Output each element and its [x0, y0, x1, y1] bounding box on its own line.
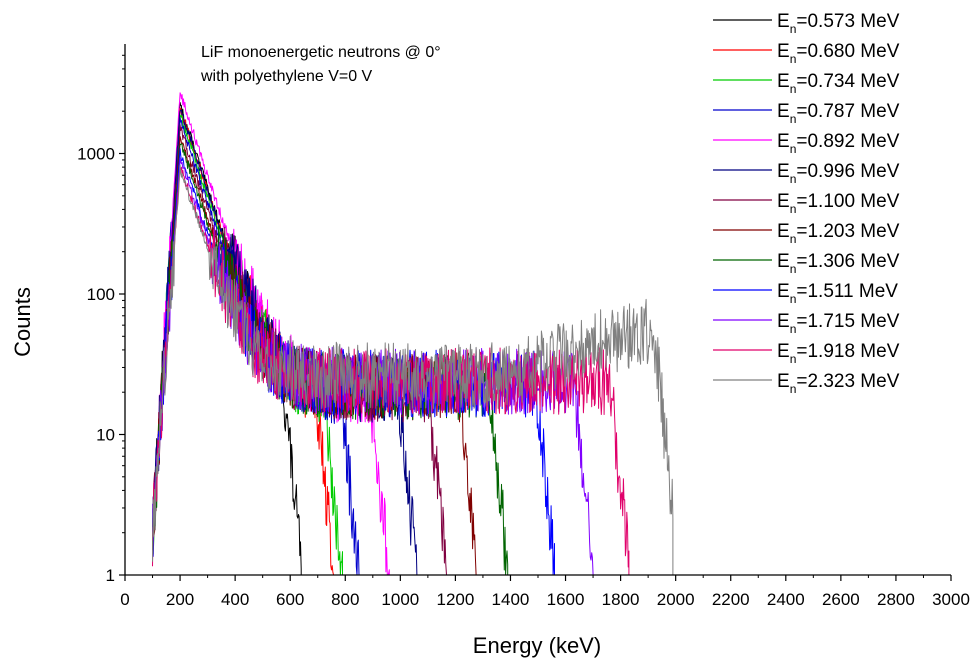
legend-label-main: E [777, 371, 790, 392]
x-tick-label: 600 [276, 590, 304, 609]
y-tick-label: 10 [96, 426, 115, 445]
legend-entry-label: En=0.787 MeV [777, 101, 900, 126]
axes: 0 200 400 600 800 1000 1200 1400 1600 1800 2000 220… [77, 44, 970, 609]
legend-label-value: =0.787 MeV [796, 101, 899, 122]
legend-label-subscript: n [790, 112, 797, 126]
legend-entry-label: En=0.996 MeV [777, 161, 900, 186]
legend-label-main: E [777, 161, 790, 182]
y-tick-label: 100 [87, 285, 115, 304]
legend-label-value: =0.734 MeV [796, 71, 899, 92]
legend-label-value: =1.511 MeV [796, 281, 898, 302]
legend-label-subscript: n [790, 382, 797, 396]
legend-label-main: E [777, 101, 790, 122]
legend-label-subscript: n [790, 322, 797, 336]
x-tick-label: 1200 [436, 590, 474, 609]
legend-label-subscript: n [790, 202, 797, 216]
legend-entry-label: En=0.734 MeV [777, 71, 900, 96]
legend-label-value: =0.892 MeV [796, 131, 899, 152]
x-tick-label: 2400 [767, 590, 805, 609]
y-tick-label: 1000 [77, 145, 115, 164]
legend-label-main: E [777, 191, 790, 212]
series-line [152, 164, 674, 575]
series-line [152, 109, 418, 576]
legend-label-subscript: n [790, 142, 797, 156]
legend-label-subscript: n [790, 82, 797, 96]
legend-label-value: =1.100 MeV [796, 191, 899, 212]
x-tick-label: 3000 [932, 590, 970, 609]
x-tick-label: 2800 [877, 590, 915, 609]
legend-entry-label: En=1.100 MeV [777, 191, 900, 216]
legend-label-main: E [777, 341, 790, 362]
legend-entry-label: En=1.511 MeV [777, 281, 898, 306]
legend-label-subscript: n [790, 232, 797, 246]
x-tick-label: 2600 [822, 590, 860, 609]
legend-entry-label: En=1.306 MeV [777, 251, 900, 276]
y-axis-title: Counts [10, 287, 35, 357]
legend-label-value: =1.203 MeV [796, 221, 899, 242]
legend-entry-label: En=0.573 MeV [777, 11, 900, 36]
legend-entry-label: En=1.203 MeV [777, 221, 900, 246]
legend-label-value: =1.918 MeV [796, 341, 899, 362]
legend-label-main: E [777, 311, 790, 332]
annotation-line-1: LiF monoenergetic neutrons @ 0° [201, 44, 441, 61]
x-tick-label: 800 [331, 590, 359, 609]
series-curves [152, 92, 674, 576]
legend-label-main: E [777, 221, 790, 242]
legend-entry-label: En=1.918 MeV [777, 341, 900, 366]
legend-label-subscript: n [790, 52, 797, 66]
legend-label-value: =1.306 MeV [796, 251, 899, 272]
legend-label-subscript: n [790, 172, 797, 186]
legend-label-value: =0.680 MeV [796, 41, 899, 62]
x-tick-label: 200 [166, 590, 194, 609]
legend-entry-label: En=1.715 MeV [777, 311, 900, 336]
x-tick-label: 0 [120, 590, 129, 609]
x-tick-label: 2200 [712, 590, 750, 609]
legend-label-main: E [777, 131, 790, 152]
x-tick-label: 1000 [381, 590, 419, 609]
legend-label-value: =2.323 MeV [796, 371, 899, 392]
annotation-line-2: with polyethylene V=0 V [200, 68, 373, 85]
legend-label-value: =0.996 MeV [796, 161, 899, 182]
legend-entry-label: En=0.680 MeV [777, 41, 900, 66]
legend-label-subscript: n [790, 22, 797, 36]
legend-label-main: E [777, 11, 790, 32]
legend-label-main: E [777, 71, 790, 92]
series-line [152, 136, 478, 576]
x-tick-label: 1400 [492, 590, 530, 609]
x-tick-label: 400 [221, 590, 249, 609]
legend-label-subscript: n [790, 352, 797, 366]
legend-label-subscript: n [790, 262, 797, 276]
x-tick-label: 1800 [602, 590, 640, 609]
legend-label-subscript: n [790, 292, 797, 306]
x-tick-label: 2000 [657, 590, 695, 609]
series-line [152, 157, 594, 576]
legend-label-main: E [777, 281, 790, 302]
x-axis-title: Energy (keV) [473, 633, 601, 658]
legend-label-value: =1.715 MeV [796, 311, 899, 332]
x-tick-label: 1600 [547, 590, 585, 609]
y-tick-label: 1 [106, 566, 115, 585]
legend-label-main: E [777, 41, 790, 62]
legend-label-value: =0.573 MeV [796, 11, 899, 32]
legend-entry-label: En=0.892 MeV [777, 131, 900, 156]
legend-entry-label: En=2.323 MeV [777, 371, 900, 396]
legend-label-main: E [777, 251, 790, 272]
